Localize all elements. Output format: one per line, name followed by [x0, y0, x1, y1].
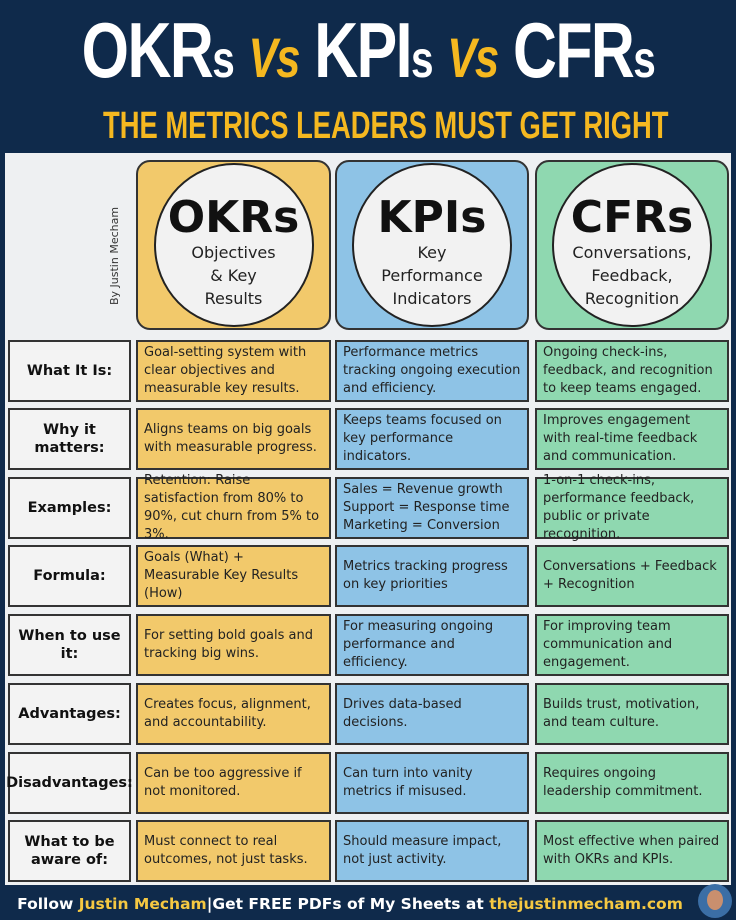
row-label: Examples:	[8, 477, 131, 539]
column-full-name: Recognition	[584, 289, 680, 308]
row-label: Formula:	[8, 545, 131, 607]
cell-kpi: Drives data-based decisions.	[335, 683, 529, 745]
cell-okr: For setting bold goals and tracking big …	[136, 614, 331, 676]
column-full-name: Performance	[381, 266, 483, 285]
main-title: OKRs Vs KPIs Vs CFRs	[81, 6, 656, 94]
cell-cfr: Requires ongoing leadership commitment.	[535, 752, 729, 814]
cell-cfr: Ongoing check-ins, feedback, and recogni…	[535, 340, 729, 402]
row-label: What to be aware of:	[8, 820, 131, 882]
column-header-kpi: KPIs Key Performance Indicators	[335, 160, 529, 330]
header-circle: KPIs Key Performance Indicators	[352, 163, 512, 327]
subtitle: THE METRICS LEADERS MUST GET RIGHT	[103, 105, 669, 147]
cell-okr: Goal-setting system with clear objective…	[136, 340, 331, 402]
footer: Follow Justin Mecham|Get FREE PDFs of My…	[17, 895, 683, 913]
row-label: Why it matters:	[8, 408, 131, 470]
cell-okr: Retention: Raise satisfaction from 80% t…	[136, 473, 331, 542]
cell-kpi: Can turn into vanity metrics if misused.	[335, 752, 529, 814]
header-circle: OKRs Objectives & Key Results	[153, 163, 314, 327]
row-label: When to use it:	[8, 614, 131, 676]
cell-okr: Aligns teams on big goals with measurabl…	[136, 408, 331, 470]
cell-kpi: Should measure impact, not just activity…	[335, 820, 529, 882]
header-circle: CFRs Conversations, Feedback, Recognition	[552, 163, 712, 327]
byline: By Justin Mecham	[108, 206, 121, 305]
cell-cfr: Conversations + Feedback + Recognition	[535, 545, 729, 607]
row-label: Advantages:	[8, 683, 131, 745]
author-avatar	[698, 884, 732, 918]
cell-cfr: Improves engagement with real-time feedb…	[535, 408, 729, 470]
website-link[interactable]: thejustinmecham.com	[489, 895, 683, 913]
cell-okr: Creates focus, alignment, and accountabi…	[136, 683, 331, 745]
column-header-cfr: CFRs Conversations, Feedback, Recognition	[535, 160, 729, 330]
cell-kpi: Keeps teams focused on key performance i…	[335, 408, 529, 470]
cell-kpi: Sales = Revenue growth Support = Respons…	[335, 477, 529, 539]
column-abbr: CFRs	[570, 192, 694, 243]
cell-cfr: Most effective when paired with OKRs and…	[535, 820, 729, 882]
column-header-okr: OKRs Objectives & Key Results	[136, 160, 331, 330]
cell-kpi: For measuring ongoing performance and ef…	[335, 614, 529, 676]
cell-okr: Must connect to real outcomes, not just …	[136, 820, 331, 882]
column-full-name: Results	[204, 289, 263, 308]
row-label: Disadvantages:	[6, 752, 133, 814]
column-full-name: Indicators	[392, 289, 472, 308]
cell-cfr: Builds trust, motivation, and team cultu…	[535, 683, 729, 745]
cell-kpi: Metrics tracking progress on key priorit…	[335, 545, 529, 607]
cell-okr: Can be too aggressive if not monitored.	[136, 752, 331, 814]
column-full-name: Objectives	[191, 243, 276, 262]
cell-cfr: 1-on-1 check-ins, performance feedback, …	[535, 473, 729, 542]
cell-okr: Goals (What) + Measurable Key Results (H…	[136, 545, 331, 607]
cell-kpi: Performance metrics tracking ongoing exe…	[335, 340, 529, 402]
column-abbr: KPIs	[377, 192, 487, 243]
column-full-name: & Key	[210, 266, 257, 285]
column-abbr: OKRs	[167, 192, 300, 243]
column-full-name: Conversations,	[572, 243, 692, 262]
row-label: What It Is:	[8, 340, 131, 402]
column-full-name: Key	[417, 243, 447, 262]
column-full-name: Feedback,	[591, 266, 673, 285]
cell-cfr: For improving team communication and eng…	[535, 614, 729, 676]
